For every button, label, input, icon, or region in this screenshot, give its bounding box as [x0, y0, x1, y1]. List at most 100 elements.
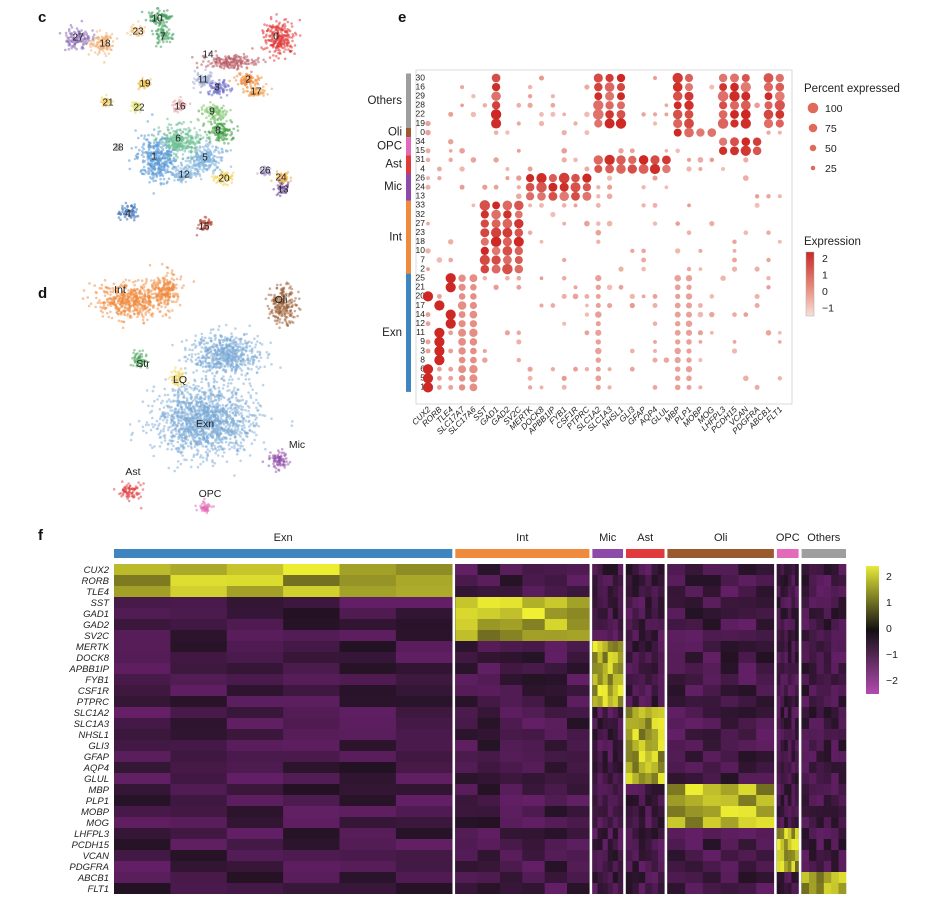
umap-c-point-cluster-1 [143, 160, 147, 163]
umap-c-point-cluster-27 [91, 35, 95, 39]
umap-c-point-cluster-6 [175, 139, 179, 143]
umap-d-point-exn [152, 385, 156, 389]
umap-d-point-exn [240, 414, 244, 417]
umap-c-point-cluster-0 [298, 18, 302, 22]
umap-d-point-int [140, 279, 144, 283]
umap-c-point-cluster-1 [170, 150, 173, 154]
umap-c-point-cluster-12 [176, 165, 180, 168]
umap-d-point-int [164, 305, 167, 309]
umap-d-point-str [133, 348, 136, 352]
umap-d-point-oli [296, 314, 299, 318]
umap-c-point-cluster-12 [194, 175, 198, 178]
umap-c-point-cluster-14 [228, 57, 231, 60]
umap-c-point-cluster-7 [162, 29, 165, 32]
umap-d-point-int [150, 285, 154, 288]
umap-d-point-int [142, 295, 146, 298]
umap-c-point-cluster-6 [153, 139, 156, 142]
umap-c-point-cluster-5 [218, 151, 221, 155]
umap-d-point-oli [279, 288, 283, 292]
umap-d-point-oli [283, 309, 287, 312]
umap-c-point-cluster-7 [156, 28, 160, 31]
umap-d-point-exn [246, 432, 250, 435]
umap-c-point-cluster-1 [162, 154, 166, 157]
umap-d-point-exn [183, 408, 187, 411]
umap-c-point-cluster-0 [284, 38, 287, 41]
umap-d-point-int [98, 299, 101, 302]
umap-c-point-cluster-1 [153, 153, 156, 157]
umap-c-point-cluster-1 [168, 149, 171, 153]
umap-d-point-exn [145, 389, 149, 392]
umap-c-point-cluster-14 [237, 64, 240, 68]
umap-c-point-cluster-1 [147, 169, 150, 173]
umap-d-point-int [124, 301, 128, 304]
umap-c-point-cluster-14 [239, 60, 243, 64]
umap-d-point-oli [279, 283, 283, 287]
umap-d-point-int [110, 316, 114, 320]
umap-c-point-cluster-27 [69, 23, 73, 27]
umap-c-point-cluster-1 [157, 162, 161, 165]
umap-c-point-cluster-0 [263, 23, 266, 26]
umap-d-point-exn [151, 422, 154, 426]
umap-c-point-cluster-14 [225, 56, 228, 60]
umap-d-point-oli [264, 297, 268, 301]
umap-d-point-int [107, 315, 111, 319]
umap-c-point-cluster-5 [200, 154, 203, 158]
umap-c-point-cluster-27 [70, 46, 73, 50]
umap-c-point-cluster-14 [256, 58, 259, 61]
umap-c-point-cluster-0 [273, 30, 276, 34]
umap-c-point-cluster-9 [213, 119, 216, 123]
umap-d-point-exn [229, 437, 232, 441]
umap-d-point-int [143, 292, 147, 295]
umap-c-point-cluster-3 [224, 85, 227, 88]
umap-c-point-cluster-27 [67, 48, 71, 51]
umap-c-point-cluster-1 [143, 172, 146, 176]
umap-c-point-cluster-5 [210, 153, 213, 156]
umap-c-point-cluster-18 [105, 31, 108, 35]
umap-c-point-cluster-18 [96, 36, 99, 39]
umap-c-label-28: 28 [112, 143, 124, 154]
umap-c-point-cluster-14 [225, 64, 229, 67]
umap-c-point-cluster-5 [194, 164, 198, 167]
umap-d-point-exn [167, 466, 171, 470]
umap-d-point-int [138, 307, 142, 311]
umap-c-point-cluster-1 [158, 138, 162, 142]
umap-d-point-exn [149, 443, 152, 447]
umap-d-point-int [144, 313, 148, 316]
umap-d-point-int [150, 279, 153, 282]
umap-d-point-exn [199, 462, 202, 466]
umap-d-point-exn [233, 386, 236, 390]
umap-c-point-cluster-12 [193, 173, 196, 176]
umap-c-point-cluster-9 [211, 107, 214, 111]
umap-c-point-cluster-0 [262, 30, 265, 33]
umap-c-point-cluster-7 [156, 37, 159, 40]
umap-d-point-int [109, 310, 112, 314]
umap-c-point-cluster-0 [286, 42, 289, 46]
umap-c-point-cluster-5 [201, 163, 204, 166]
umap-c-point-cluster-9 [211, 103, 215, 106]
umap-c-point-cluster-0 [291, 39, 294, 43]
umap-c-point-cluster-14 [242, 56, 245, 60]
umap-d-point-int [109, 290, 112, 293]
umap-c-point-cluster-6 [187, 159, 190, 163]
umap-c-point-cluster-2 [240, 77, 243, 80]
umap-c-point-cluster-11 [201, 81, 205, 85]
umap-c-point-cluster-12 [185, 167, 188, 170]
umap-d-point-int [172, 300, 176, 304]
umap-d-point-exn [178, 431, 181, 434]
umap-d-point-oli [271, 308, 274, 312]
umap-c-point-cluster-8 [219, 127, 222, 131]
umap-d-point-int [143, 304, 147, 308]
umap-c-point-cluster-0 [282, 50, 286, 54]
umap-c-point-cluster-14 [222, 58, 226, 62]
umap-c-point-cluster-9 [220, 106, 223, 110]
umap-d-point-exn [157, 424, 160, 428]
umap-c-point-cluster-1 [163, 162, 166, 166]
umap-c-point-cluster-18 [89, 39, 93, 43]
umap-c-point-cluster-0 [271, 32, 274, 35]
umap-c-point-cluster-7 [151, 32, 155, 36]
umap-c-point-cluster-14 [215, 57, 218, 61]
umap-c-point-cluster-9 [214, 110, 217, 114]
umap-c-label-19: 19 [139, 79, 151, 90]
umap-c-point-cluster-7 [171, 33, 174, 37]
